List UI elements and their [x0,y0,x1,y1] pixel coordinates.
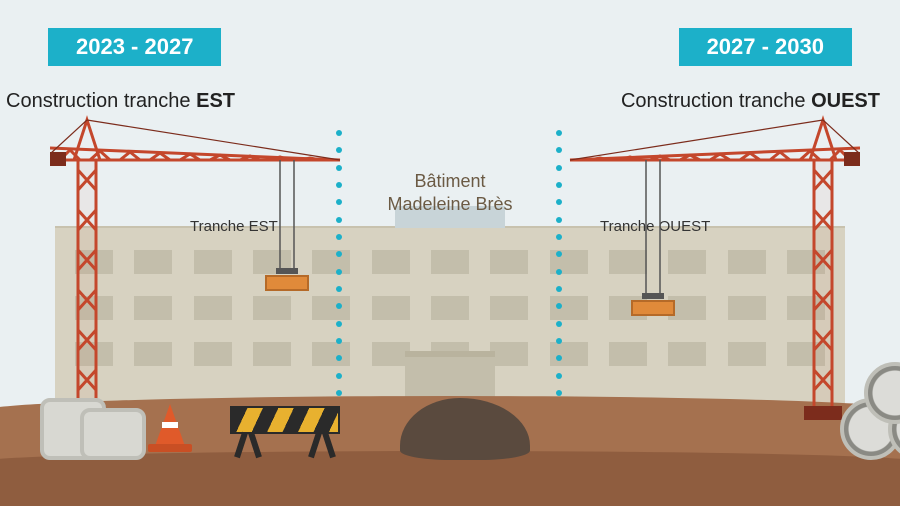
phase2-subtitle-prefix: Construction tranche [621,90,811,112]
phase1-subtitle-prefix: Construction tranche [6,90,196,112]
phase2-banner: 2027 - 2030 [679,28,852,66]
traffic-cone-icon [155,404,185,446]
crane-left [50,110,350,420]
building-label-line1: Bâtiment [414,171,485,191]
phase1-banner: 2023 - 2027 [48,28,221,66]
barrier-icon [230,406,340,458]
building-label-line2: Madeleine Brès [387,194,512,214]
phase1-subtitle-bold: EST [196,90,235,112]
building-label: Bâtiment Madeleine Brès [387,170,512,217]
crane-right [560,110,860,420]
phase2-subtitle-bold: OUEST [811,90,880,112]
traffic-cone-base [148,444,192,452]
